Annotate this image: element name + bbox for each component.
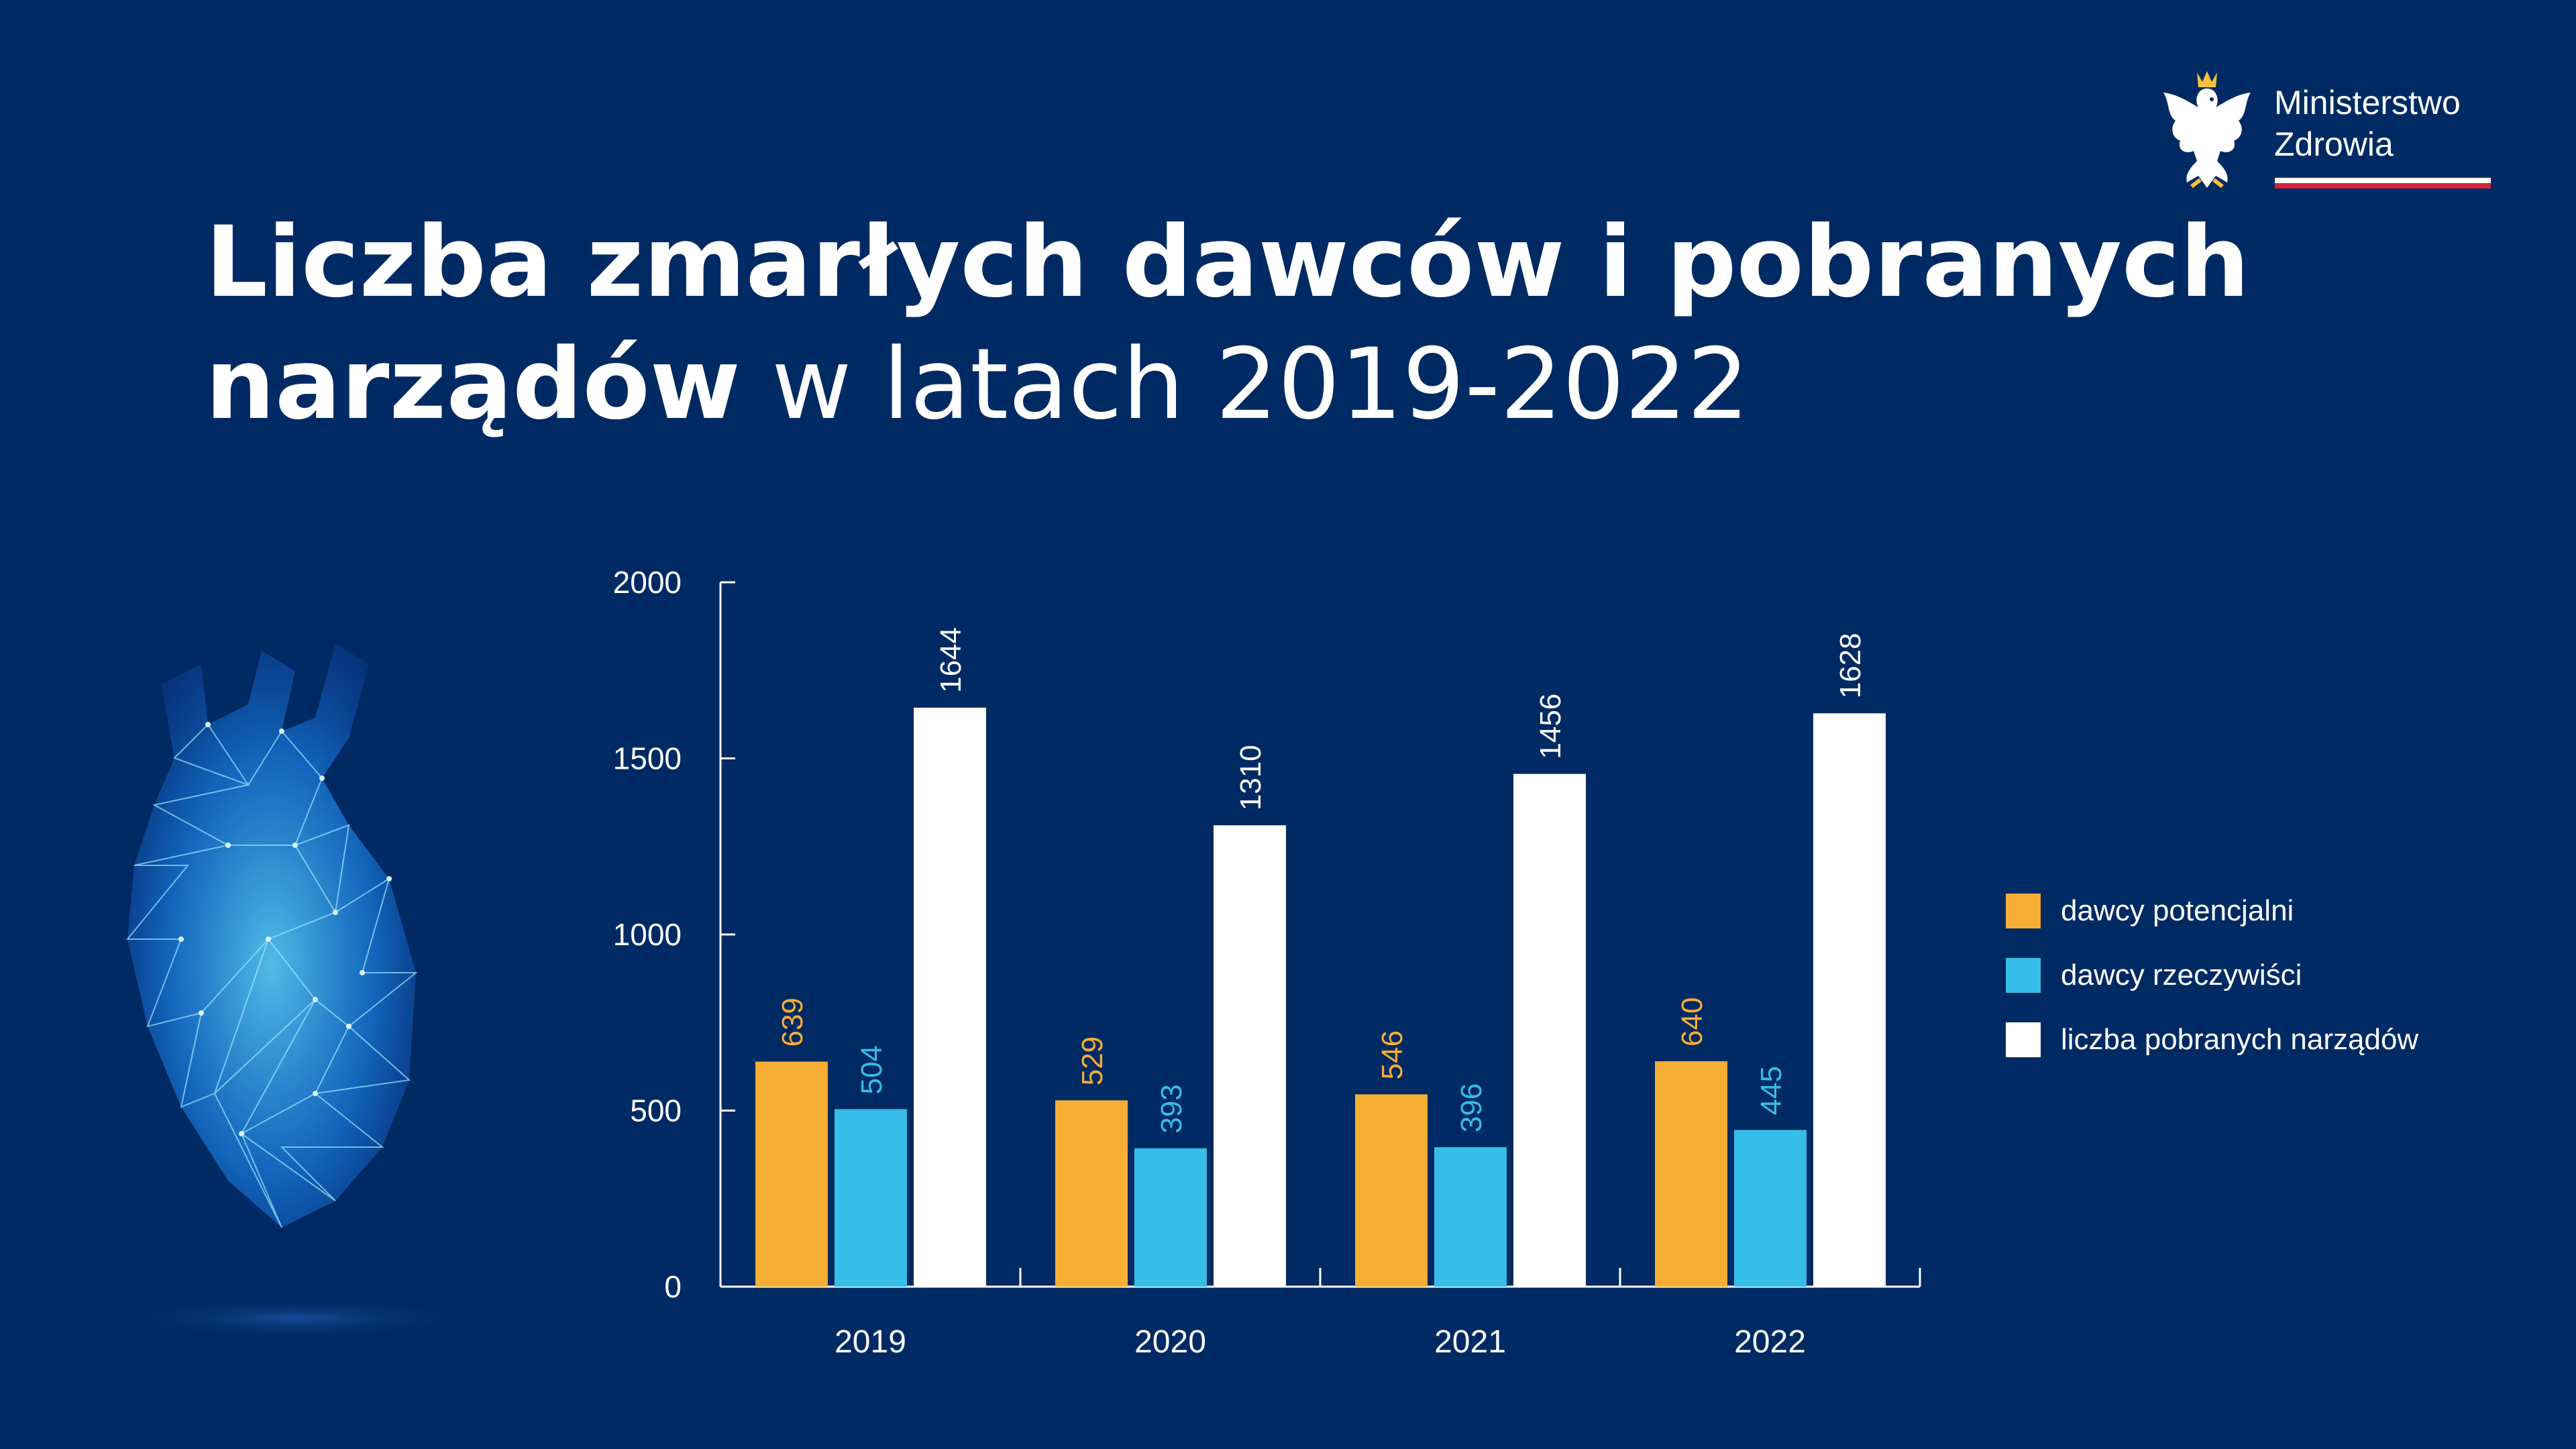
y-tick-label: 1000 (613, 917, 682, 952)
legend-swatch-rzeczywisci (2006, 958, 2041, 993)
chart-bars (755, 707, 1886, 1287)
eagle-emblem-icon (2163, 71, 2251, 189)
chart-labels: 2019 639 504 1644 2020 529 393 1310 2021 546 396 14… (776, 627, 1867, 1360)
legend-item-rzeczywisci: dawcy rzeczywiści (2006, 943, 2418, 1008)
y-tick-label: 1500 (613, 741, 682, 776)
y-tick-label: 0 (664, 1269, 682, 1304)
page-title: Liczba zmarłych dawców i pobranych narzą… (205, 201, 2250, 445)
data-label: 1628 (1834, 633, 1867, 698)
data-label: 1644 (934, 627, 967, 693)
polygon-heart-illustration (121, 644, 470, 1338)
ministry-logo: Ministerstwo Zdrowia (2150, 67, 2492, 195)
bar (1734, 1130, 1807, 1287)
bar (1513, 773, 1586, 1287)
bar (1434, 1147, 1507, 1287)
bar (755, 1061, 828, 1287)
title-line2-bold: narządów (205, 327, 741, 441)
data-label: 504 (855, 1045, 888, 1094)
data-label: 640 (1676, 998, 1709, 1046)
bar (914, 707, 986, 1287)
logo-line1: Ministerstwo (2274, 84, 2461, 121)
bar (835, 1109, 907, 1287)
y-tick-label: 500 (630, 1093, 682, 1128)
legend-label-rzeczywisci: dawcy rzeczywiści (2061, 959, 2302, 991)
bar (1655, 1061, 1727, 1287)
legend-label-potencjalni: dawcy potencjalni (2061, 894, 2294, 927)
data-label: 546 (1376, 1030, 1409, 1079)
chart-axes: 0 500 1000 1500 2000 (613, 565, 1921, 1304)
data-label: 396 (1455, 1083, 1488, 1132)
logo-line2: Zdrowia (2274, 125, 2394, 163)
x-tick-label: 2020 (1134, 1324, 1206, 1360)
chart-legend: dawcy potencjalni dawcy rzeczywiści licz… (2006, 879, 2418, 1072)
data-label: 393 (1155, 1084, 1188, 1133)
data-label: 1310 (1234, 745, 1267, 810)
bar (1214, 825, 1286, 1287)
y-tick-label: 2000 (613, 565, 682, 600)
polish-flag-stripe (2275, 178, 2491, 189)
title-line2-normal: w latach 2019-2022 (740, 327, 1750, 441)
data-label: 639 (776, 998, 809, 1046)
legend-swatch-narzady (2006, 1022, 2041, 1057)
bar (1813, 713, 1886, 1287)
legend-label-narzady: liczba pobranych narządów (2061, 1023, 2419, 1056)
x-tick-label: 2022 (1734, 1324, 1806, 1360)
legend-item-narzady: liczba pobranych narządów (2006, 1008, 2418, 1072)
legend-swatch-potencjalni (2006, 894, 2041, 928)
data-label: 529 (1076, 1036, 1109, 1085)
title-line1: Liczba zmarłych dawców i pobranych (205, 205, 2250, 319)
bar (1355, 1094, 1428, 1287)
legend-item-potencjalni: dawcy potencjalni (2006, 879, 2418, 943)
data-label: 1456 (1534, 694, 1567, 759)
bar (1134, 1148, 1207, 1287)
data-label: 445 (1755, 1066, 1788, 1115)
x-tick-label: 2019 (835, 1324, 906, 1360)
bar (1055, 1100, 1128, 1287)
x-tick-label: 2021 (1434, 1324, 1506, 1360)
